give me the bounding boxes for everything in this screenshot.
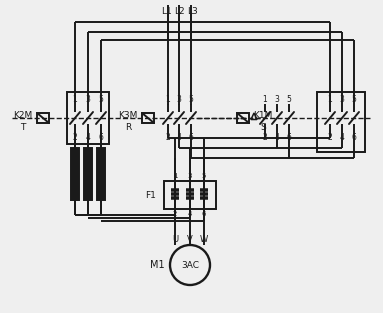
Text: L2: L2 <box>173 8 184 17</box>
Bar <box>317 92 365 152</box>
Text: 6: 6 <box>98 134 103 142</box>
Text: 2: 2 <box>165 134 170 142</box>
Text: 1: 1 <box>263 95 267 104</box>
Text: 4: 4 <box>177 134 182 142</box>
Text: M1: M1 <box>151 260 165 270</box>
Text: 4: 4 <box>188 211 192 217</box>
Text: 3: 3 <box>177 95 182 104</box>
Text: 6: 6 <box>202 211 206 217</box>
Text: 3: 3 <box>340 95 344 104</box>
Text: 5: 5 <box>188 95 193 104</box>
Text: F1: F1 <box>145 191 156 199</box>
Text: 1: 1 <box>73 95 77 104</box>
Bar <box>142 113 154 123</box>
Bar <box>37 113 49 123</box>
Text: 5: 5 <box>202 173 206 179</box>
Text: W: W <box>200 234 208 244</box>
Bar <box>164 181 216 209</box>
Text: 5: 5 <box>286 95 291 104</box>
Text: 2: 2 <box>173 211 177 217</box>
Text: R: R <box>125 122 131 131</box>
Bar <box>84 148 92 200</box>
Bar <box>237 113 249 123</box>
Text: 6: 6 <box>286 134 291 142</box>
Text: 1: 1 <box>327 95 332 104</box>
Text: 2: 2 <box>73 134 77 142</box>
Text: 3: 3 <box>188 173 192 179</box>
Text: V: V <box>187 234 193 244</box>
Text: 3: 3 <box>85 95 90 104</box>
Text: 1: 1 <box>173 173 177 179</box>
Text: L1: L1 <box>162 8 172 17</box>
Bar <box>71 148 79 200</box>
Text: 4: 4 <box>275 134 280 142</box>
Text: 4: 4 <box>85 134 90 142</box>
Bar <box>97 148 105 200</box>
Text: 5: 5 <box>352 95 357 104</box>
Text: 3: 3 <box>275 95 280 104</box>
Text: K1M: K1M <box>253 111 273 121</box>
Text: 6: 6 <box>188 134 193 142</box>
Text: K3M: K3M <box>118 111 137 121</box>
Text: 3AC: 3AC <box>181 260 199 269</box>
Text: 1: 1 <box>165 95 170 104</box>
Text: S: S <box>260 122 266 131</box>
Text: 5: 5 <box>98 95 103 104</box>
Text: K2M: K2M <box>13 111 33 121</box>
Text: 4: 4 <box>340 134 344 142</box>
Bar <box>67 92 109 144</box>
Text: L3: L3 <box>187 8 197 17</box>
Text: 2: 2 <box>327 134 332 142</box>
Text: 2: 2 <box>263 134 267 142</box>
Text: T: T <box>20 122 26 131</box>
Text: U: U <box>172 234 178 244</box>
Text: 6: 6 <box>352 134 357 142</box>
